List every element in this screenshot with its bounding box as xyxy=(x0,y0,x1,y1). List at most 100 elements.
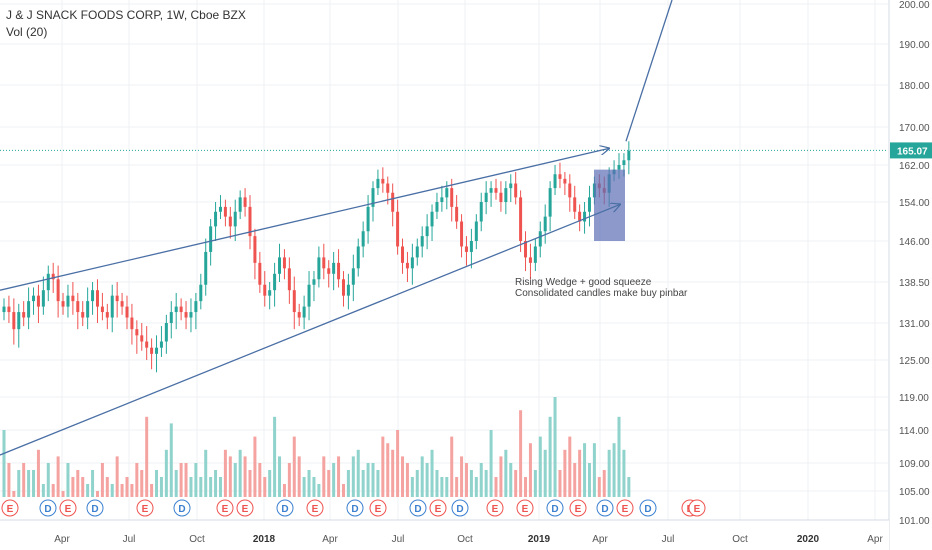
candle-body xyxy=(587,197,591,212)
volume-bar xyxy=(243,456,247,497)
event-flag-label: D xyxy=(351,504,358,515)
volume-bar xyxy=(302,477,306,497)
candle-body xyxy=(278,257,282,274)
event-flag-label: E xyxy=(435,504,442,515)
event-flag-label: E xyxy=(242,504,249,515)
candle-body xyxy=(76,301,80,313)
candle-body xyxy=(12,312,16,330)
event-flag-label: E xyxy=(694,504,701,515)
volume-bar xyxy=(519,410,523,497)
candle-body xyxy=(420,236,424,247)
volume-bar xyxy=(27,470,31,497)
volume-bar xyxy=(307,470,311,497)
volume-bar xyxy=(125,477,129,497)
volume-bar xyxy=(607,449,611,497)
event-flag-label: E xyxy=(522,504,529,515)
earnings-flag xyxy=(688,499,706,517)
volume-bar xyxy=(578,449,582,497)
candle-body xyxy=(361,231,365,247)
volume-bar xyxy=(17,470,21,497)
volume-bar xyxy=(405,463,409,497)
volume-bar xyxy=(66,463,70,497)
candle-body xyxy=(548,188,552,217)
volume-bar xyxy=(140,470,144,497)
price-tick-label: 119.00 xyxy=(899,393,929,404)
volume-bar xyxy=(179,463,183,497)
candle-body xyxy=(51,273,55,280)
volume-bar xyxy=(543,449,547,497)
candle-body xyxy=(282,257,286,269)
candle-body xyxy=(440,197,444,202)
volume-bar xyxy=(7,463,11,497)
candle-body xyxy=(228,216,232,227)
volume-bar xyxy=(322,456,326,497)
volume-bar xyxy=(278,456,282,497)
candle-body xyxy=(41,290,45,307)
candle-body xyxy=(558,174,562,179)
candle-body xyxy=(258,262,262,285)
volume-bar xyxy=(479,463,483,497)
candle-body xyxy=(455,206,459,222)
volume-bar xyxy=(401,456,405,497)
volume-indicator-label[interactable]: Vol (20) xyxy=(6,25,48,39)
volume-bar xyxy=(341,484,345,497)
candle-body xyxy=(484,192,488,202)
volume-bar xyxy=(450,436,454,497)
candle-body xyxy=(81,312,85,318)
candle-body xyxy=(164,323,168,342)
grid-layer xyxy=(0,0,888,521)
symbol-title[interactable]: J & J SNACK FOODS CORP, 1W, Cboe BZX xyxy=(6,8,246,22)
volume-bar xyxy=(469,470,473,497)
price-tick-label: 190.00 xyxy=(899,40,930,51)
volume-bar xyxy=(366,463,370,497)
candle-body xyxy=(169,312,173,323)
volume-bar xyxy=(2,430,6,497)
volume-bar xyxy=(199,477,203,497)
price-tick-label: 109.00 xyxy=(899,459,930,470)
time-tick-label: Apr xyxy=(592,534,608,545)
candle-body xyxy=(297,312,301,318)
volume-bar xyxy=(587,463,591,497)
volume-bar xyxy=(494,477,498,497)
overlay-layer: Rising Wedge + good squeezeConsolidated … xyxy=(0,0,888,456)
volume-bar xyxy=(504,449,508,497)
volume-bar xyxy=(415,470,419,497)
candle-body xyxy=(553,174,557,189)
dividend-flag xyxy=(86,499,104,517)
volume-bar xyxy=(351,456,355,497)
volume-bar xyxy=(218,477,222,497)
volume-bar xyxy=(524,477,528,497)
candle-body xyxy=(105,312,109,318)
candle-body xyxy=(356,246,360,269)
volume-bar xyxy=(292,436,296,497)
candle-body xyxy=(469,241,473,252)
event-flag-label: E xyxy=(65,504,72,515)
volume-bar xyxy=(548,416,552,497)
earnings-flag xyxy=(516,499,534,517)
candle-body xyxy=(617,165,621,170)
candle-body xyxy=(391,192,395,212)
volume-layer xyxy=(2,397,631,497)
candle-body xyxy=(292,290,296,313)
volume-bar xyxy=(332,463,336,497)
volume-bar xyxy=(533,470,537,497)
candle-body xyxy=(302,306,306,318)
candle-body xyxy=(110,295,114,318)
candle-body xyxy=(332,262,336,274)
candle-body xyxy=(135,329,139,336)
volume-bar xyxy=(317,484,321,497)
volume-bar xyxy=(61,491,65,497)
volume-bar xyxy=(617,416,621,497)
candle-body xyxy=(253,236,257,263)
time-axis-bg xyxy=(0,520,889,550)
candle-body xyxy=(233,211,237,227)
time-tick-label: Oct xyxy=(732,534,748,545)
volume-bar xyxy=(268,470,272,497)
earnings-flag xyxy=(569,499,587,517)
earnings-flag xyxy=(236,499,254,517)
candle-body xyxy=(450,188,454,207)
volume-bar xyxy=(381,436,385,497)
candle-body xyxy=(71,295,75,302)
